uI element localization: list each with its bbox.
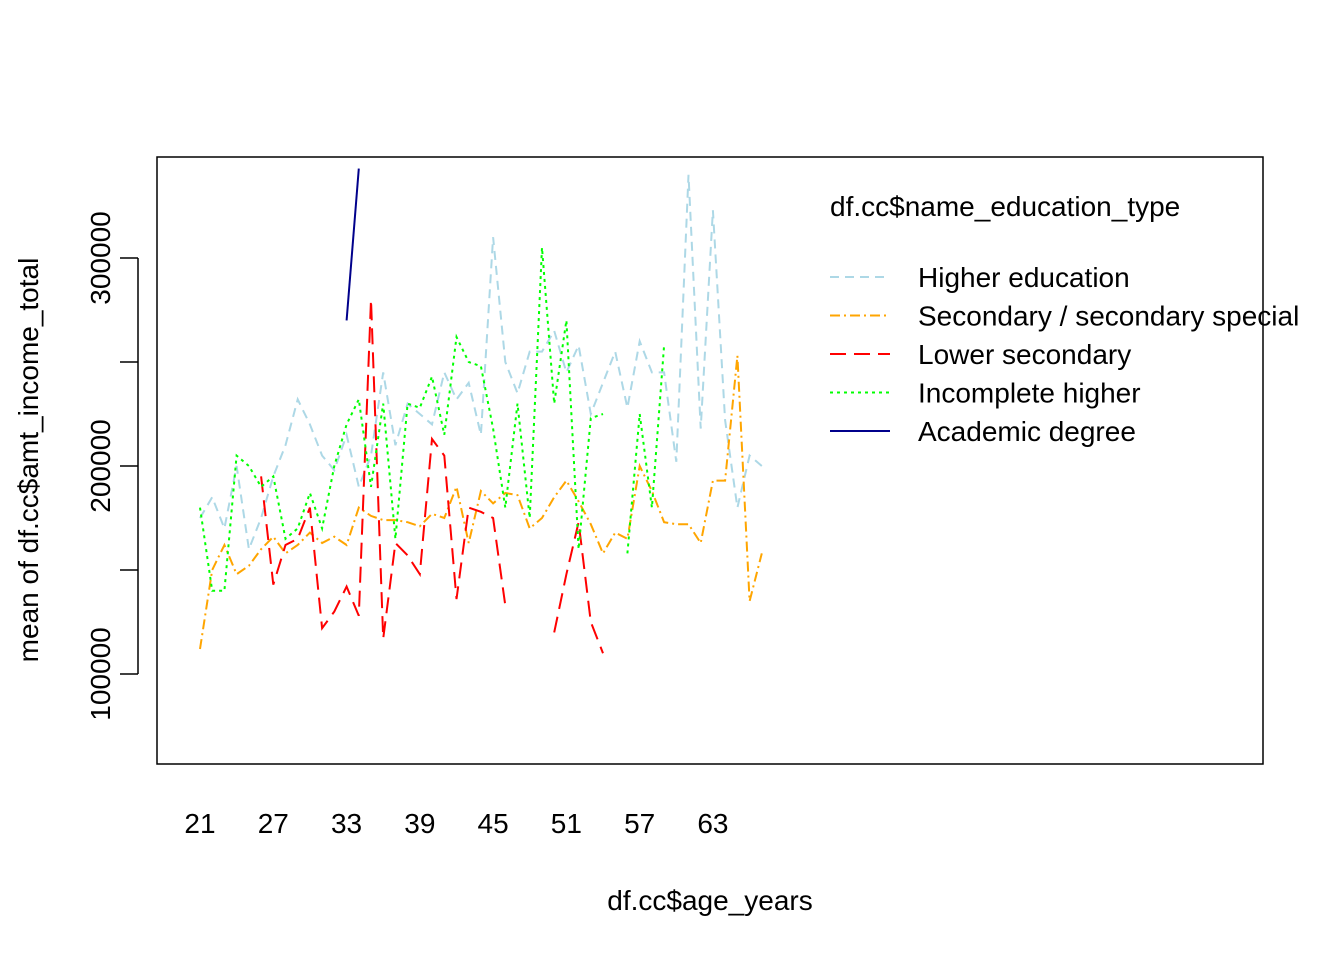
y-tick-label: 200000 <box>85 419 116 512</box>
legend-entry-label: Higher education <box>918 262 1130 293</box>
plot-frame <box>156 156 1264 765</box>
series-line-secondary-secondary-special <box>199 355 763 650</box>
series-line-incomplete-higher <box>626 345 666 554</box>
x-tick-label: 57 <box>624 808 655 839</box>
series-line-lower-secondary <box>553 521 604 654</box>
legend: df.cc$name_education_type Higher educati… <box>830 191 1299 447</box>
series-layer <box>199 168 763 654</box>
x-tick-label: 39 <box>404 808 435 839</box>
x-tick-label: 27 <box>258 808 289 839</box>
series-line-lower-secondary <box>260 299 507 639</box>
legend-entry-label: Incomplete higher <box>918 378 1141 409</box>
legend-entry-label: Academic degree <box>918 416 1136 447</box>
y-axis-label: mean of df.cc$amt_income_total <box>13 258 44 663</box>
x-tick-label: 33 <box>331 808 362 839</box>
y-tick-label: 300000 <box>85 211 116 304</box>
series-line-higher-education <box>199 174 763 554</box>
x-axis-ticks: 21 27 33 39 45 51 57 63 <box>184 808 728 839</box>
series-line-incomplete-higher <box>199 247 604 592</box>
legend-entry-label: Secondary / secondary special <box>918 301 1299 332</box>
x-tick-label: 63 <box>697 808 728 839</box>
x-tick-label: 51 <box>551 808 582 839</box>
series-line-academic-degree <box>345 168 360 321</box>
x-tick-label: 21 <box>184 808 215 839</box>
x-tick-label: 45 <box>478 808 509 839</box>
y-tick-label: 100000 <box>85 627 116 720</box>
x-axis-label: df.cc$age_years <box>607 885 812 916</box>
y-axis: 100000 200000 300000 <box>85 211 139 721</box>
legend-entry-label: Lower secondary <box>918 339 1131 370</box>
legend-title: df.cc$name_education_type <box>830 191 1180 222</box>
